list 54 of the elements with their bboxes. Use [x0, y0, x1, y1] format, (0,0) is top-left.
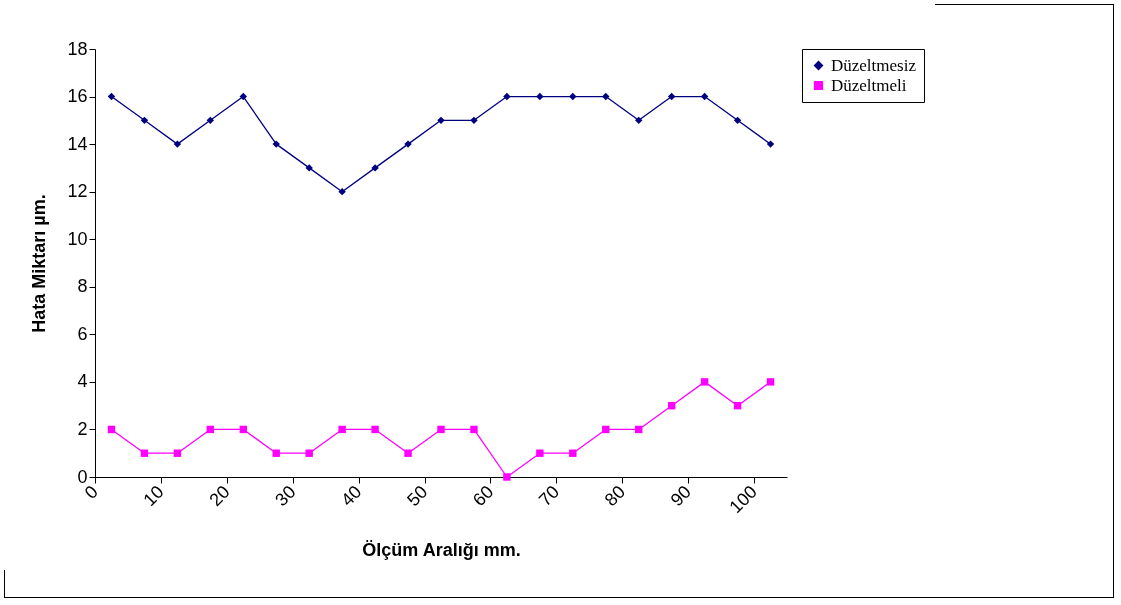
point	[338, 425, 346, 434]
legend-label: Düzeltmeli	[831, 75, 907, 95]
y-tick-label: 10	[67, 228, 88, 249]
point	[338, 187, 346, 196]
point	[206, 116, 215, 125]
legend-label: Düzeltmesiz	[831, 55, 917, 75]
x-tick-label: 100	[725, 481, 761, 518]
point	[239, 92, 247, 101]
x-tick-label: 30	[271, 481, 300, 511]
x-tick-label: 70	[534, 481, 564, 511]
point	[437, 116, 445, 125]
y-tick-label: 6	[77, 323, 88, 344]
point	[536, 92, 544, 101]
point	[667, 92, 676, 101]
y-tick-label: 18	[67, 38, 88, 59]
y-tick-label: 8	[77, 276, 88, 297]
point	[602, 92, 610, 101]
y-tick-label: 2	[77, 418, 88, 439]
point	[700, 378, 709, 386]
y-tick-label: 12	[67, 181, 88, 202]
point	[437, 425, 445, 434]
y-tick-label: 4	[77, 371, 88, 392]
x-tick-label: 20	[205, 481, 234, 511]
point	[470, 425, 478, 434]
x-tick-label: 80	[600, 481, 630, 511]
x-tick-label: 50	[403, 481, 432, 511]
point	[536, 449, 544, 457]
point	[305, 164, 313, 172]
point	[700, 92, 709, 101]
point	[140, 116, 149, 125]
y-tick-label: 0	[77, 466, 88, 487]
x-tick-label: 10	[139, 481, 168, 511]
point	[503, 92, 511, 101]
point	[272, 140, 280, 148]
point	[305, 449, 313, 457]
point	[173, 140, 182, 148]
point	[470, 116, 478, 125]
y-axis-title: Hata Miktarı µm.	[29, 194, 50, 333]
point	[733, 116, 742, 125]
point	[404, 449, 412, 457]
x-tick-label: 90	[666, 481, 696, 511]
point	[569, 449, 577, 457]
y-tick-label: 16	[67, 86, 88, 107]
point	[635, 116, 643, 125]
x-tick-label: 40	[337, 481, 366, 511]
point	[569, 92, 577, 101]
point	[766, 378, 775, 386]
point	[371, 425, 379, 434]
point	[107, 92, 116, 101]
x-axis-title: Ölçüm Aralığı mm.	[362, 540, 521, 561]
x-tick-label: 60	[468, 481, 498, 511]
y-tick-label: 14	[67, 133, 88, 154]
point	[766, 140, 775, 148]
point	[503, 473, 511, 481]
